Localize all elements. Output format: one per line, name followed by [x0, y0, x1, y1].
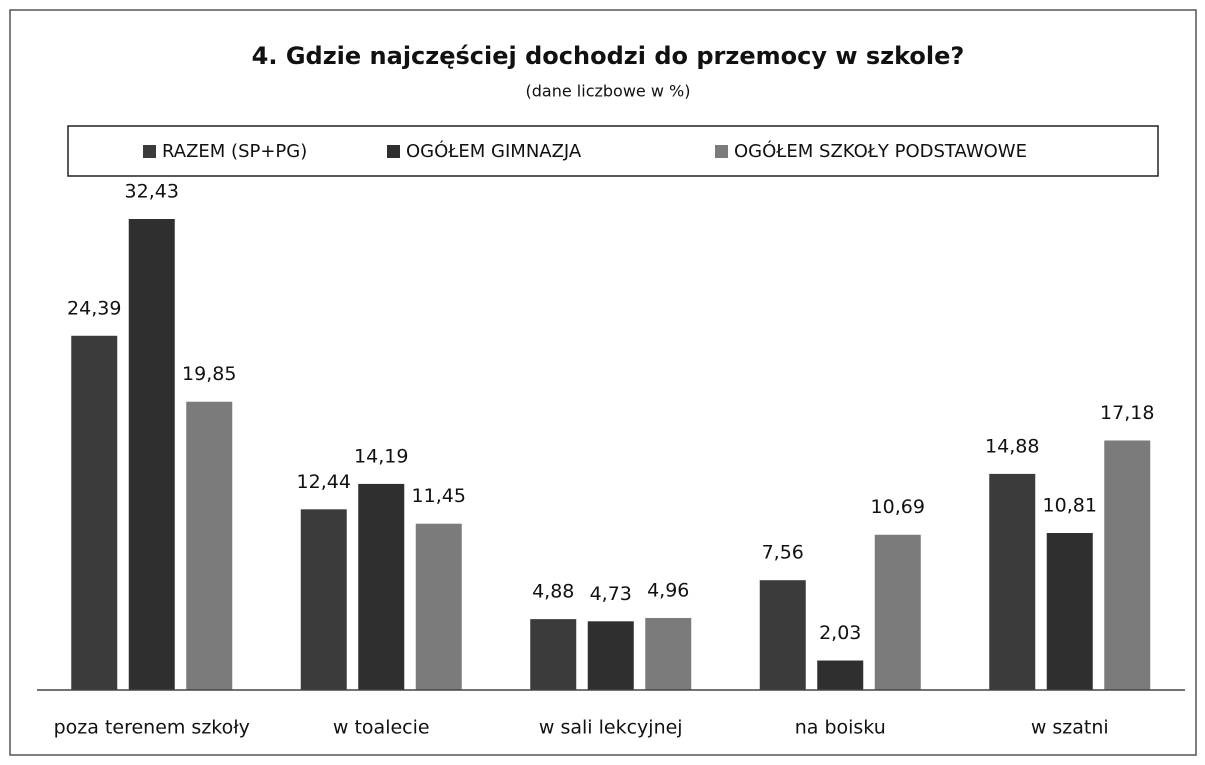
bar: [300, 509, 347, 690]
chart-subtitle: (dane liczbowe w %): [526, 82, 691, 101]
value-label: 12,44: [297, 471, 351, 493]
legend-swatch: [143, 145, 156, 158]
bar: [874, 534, 921, 690]
bar: [186, 401, 233, 690]
value-label: 10,69: [871, 496, 925, 518]
value-label: 14,88: [985, 435, 1039, 457]
bar: [1104, 440, 1151, 690]
bar: [71, 335, 118, 690]
x-tick-label: na boisku: [795, 717, 886, 739]
legend-swatch: [387, 145, 400, 158]
value-label: 4,73: [590, 583, 632, 605]
bar: [817, 660, 864, 690]
legend-swatch: [715, 145, 728, 158]
value-label: 10,81: [1043, 495, 1097, 517]
bar: [358, 483, 405, 690]
value-label: 2,03: [819, 622, 861, 644]
frame: [9, 9, 1197, 756]
bar: [415, 523, 462, 690]
value-label: 24,39: [67, 297, 121, 319]
bar: [587, 621, 634, 690]
bar: [989, 473, 1036, 690]
value-label: 19,85: [182, 363, 236, 385]
value-label: 11,45: [412, 485, 466, 507]
value-label: 17,18: [1100, 402, 1154, 424]
bar: [759, 580, 806, 690]
bar: [645, 617, 692, 690]
x-tick-label: w szatni: [1031, 717, 1109, 739]
bar: [128, 219, 175, 690]
value-label: 4,96: [647, 579, 689, 601]
value-label: 32,43: [125, 181, 179, 203]
legend-box: [67, 125, 1159, 177]
x-tick-label: poza terenem szkoły: [54, 717, 250, 739]
bar: [530, 619, 577, 690]
legend-label: OGÓŁEM GIMNAZJA: [406, 140, 582, 162]
value-label: 4,88: [532, 581, 574, 603]
value-label: 14,19: [354, 445, 408, 467]
legend-label: OGÓŁEM SZKOŁY PODSTAWOWE: [734, 140, 1027, 162]
legend-label: RAZEM (SP+PG): [162, 141, 307, 162]
chart-title: 4. Gdzie najczęściej dochodzi do przemoc…: [252, 42, 965, 70]
x-tick-label: w sali lekcyjnej: [539, 717, 683, 739]
x-tick-label: w toalecie: [333, 717, 430, 739]
bar: [1046, 533, 1093, 690]
value-label: 7,56: [762, 542, 804, 564]
